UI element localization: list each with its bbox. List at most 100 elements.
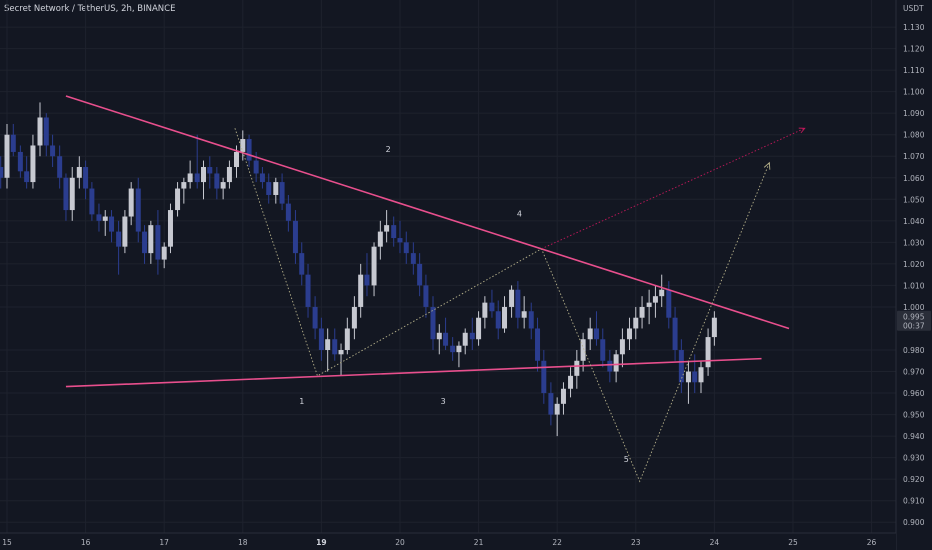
- candle-body: [279, 182, 285, 204]
- candle-body: [338, 350, 344, 355]
- candle-body: [43, 117, 49, 146]
- candle-body: [155, 225, 161, 260]
- candle-body: [167, 210, 173, 247]
- candle-body: [377, 231, 383, 247]
- price-axis-bg: [896, 0, 932, 550]
- candle-body: [194, 173, 200, 183]
- candle-body: [521, 311, 527, 318]
- candle-body: [619, 339, 625, 355]
- time-tick-label: 22: [552, 538, 562, 547]
- trendline-lower: [65, 357, 762, 388]
- candle-body: [633, 317, 639, 329]
- candle-body: [305, 274, 311, 307]
- candle-body: [626, 328, 632, 340]
- candles-layer: [0, 102, 717, 437]
- candle-body: [423, 285, 429, 307]
- price-tick-label: 0.940: [903, 432, 925, 441]
- candle-body: [226, 167, 232, 183]
- price-tick-label: 1.120: [903, 45, 925, 54]
- candle-body: [325, 339, 331, 351]
- candle-body: [299, 253, 305, 275]
- candle-body: [344, 328, 350, 351]
- drawings-layer: [65, 95, 806, 483]
- candle-body: [554, 403, 560, 415]
- candle-body: [574, 360, 580, 376]
- candle-body: [397, 238, 403, 243]
- candle-body: [568, 375, 574, 389]
- projection-line: [541, 127, 805, 250]
- candle-body: [705, 337, 711, 368]
- candle-body: [161, 246, 167, 260]
- candle-body: [285, 203, 291, 221]
- price-tick-label: 1.090: [903, 109, 925, 118]
- candle-body: [89, 188, 95, 215]
- candle-body: [541, 360, 547, 394]
- time-tick-label: 15: [2, 538, 12, 547]
- candle-body: [535, 328, 541, 361]
- price-tick-label: 1.110: [903, 66, 925, 75]
- candle-body: [482, 302, 488, 318]
- wave-arrow-head: [763, 161, 771, 170]
- candle-body: [318, 328, 324, 351]
- candle-body: [580, 339, 586, 361]
- price-tick-label: 1.030: [903, 238, 925, 247]
- candle-body: [175, 188, 181, 211]
- time-tick-label: 24: [710, 538, 720, 547]
- price-tick-label: 0.960: [903, 389, 925, 398]
- candle-body: [116, 231, 122, 247]
- candle-body: [214, 173, 220, 189]
- candle-body: [102, 216, 108, 221]
- price-tick-label: 1.050: [903, 195, 925, 204]
- price-tick-label: 1.080: [903, 131, 925, 140]
- candle-body: [666, 289, 672, 318]
- candle-body: [50, 145, 56, 157]
- time-tick-label: 25: [788, 538, 798, 547]
- candle-body: [351, 306, 357, 329]
- candle-body: [593, 328, 599, 340]
- candle-body: [4, 134, 10, 178]
- chart-title: Secret Network / TetherUS, 2h, BINANCE: [4, 4, 176, 14]
- current-price-value: 0.995: [903, 313, 925, 322]
- time-axis: 15 16 17 18 19 20 21 22 23 24 25 26: [0, 532, 896, 550]
- candle-body: [148, 225, 154, 254]
- time-tick-label: 18: [238, 538, 248, 547]
- candle-body: [96, 214, 102, 221]
- candle-body: [332, 339, 338, 355]
- candle-body: [711, 317, 717, 338]
- countdown-value: 00:37: [903, 322, 925, 331]
- candle-body: [181, 182, 187, 189]
- price-tick-label: 0.930: [903, 454, 925, 463]
- candle-body: [69, 177, 75, 211]
- price-tick-label: 0.970: [903, 368, 925, 377]
- candle-body: [364, 274, 370, 286]
- candle-body: [207, 167, 213, 174]
- candle-body: [57, 156, 63, 178]
- price-tick-label: 0.950: [903, 411, 925, 420]
- time-tick-label: 23: [631, 538, 641, 547]
- trendline-upper: [65, 95, 790, 330]
- candle-body: [489, 302, 495, 312]
- candle-body: [528, 311, 534, 329]
- candle-body: [259, 173, 265, 183]
- candle-body: [607, 360, 613, 372]
- price-tick-label: 1.060: [903, 174, 925, 183]
- price-tick-label: 1.100: [903, 88, 925, 97]
- candle-body: [509, 289, 515, 307]
- price-tick-label: 1.010: [903, 281, 925, 290]
- candle-body: [266, 182, 272, 195]
- candle-body: [652, 296, 658, 303]
- candle-body: [83, 167, 89, 189]
- wave-label-3: 3: [441, 397, 446, 406]
- candle-body: [122, 216, 128, 247]
- candle-body: [403, 242, 409, 254]
- candle-body: [456, 345, 462, 353]
- candle-body: [417, 263, 423, 286]
- candle-body: [234, 151, 240, 168]
- candle-body: [450, 345, 456, 353]
- price-tick-label: 1.000: [903, 303, 925, 312]
- candle-body: [142, 231, 148, 254]
- wave-label-2: 2: [386, 145, 391, 154]
- candle-body: [646, 302, 652, 307]
- candle-body: [391, 225, 397, 239]
